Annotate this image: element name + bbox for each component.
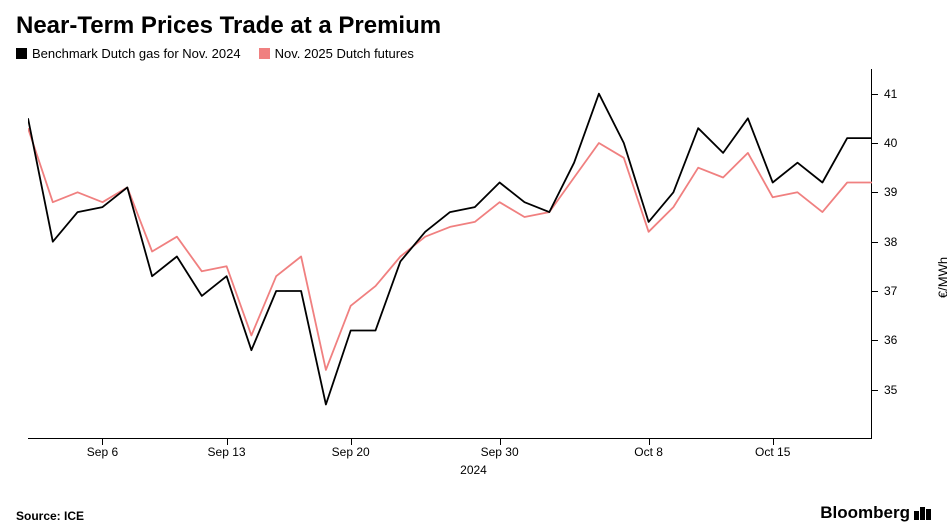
y-axis-title: €/MWh	[936, 257, 947, 298]
y-tick-mark	[872, 242, 878, 243]
legend-item-2: Nov. 2025 Dutch futures	[259, 46, 414, 61]
legend: Benchmark Dutch gas for Nov. 2024 Nov. 2…	[16, 46, 931, 61]
x-tick-mark	[773, 439, 774, 445]
x-tick-mark	[227, 439, 228, 445]
series-line	[28, 128, 872, 370]
y-tick-mark	[872, 340, 878, 341]
x-tick-label: Sep 20	[332, 445, 370, 459]
legend-item-1: Benchmark Dutch gas for Nov. 2024	[16, 46, 241, 61]
y-tick-label: 39	[884, 185, 897, 199]
brand: Bloomberg	[820, 503, 931, 523]
x-tick-mark	[102, 439, 103, 445]
x-tick-label: Sep 13	[208, 445, 246, 459]
legend-label-1: Benchmark Dutch gas for Nov. 2024	[32, 46, 241, 61]
y-tick-mark	[872, 291, 878, 292]
source-text: Source: ICE	[16, 509, 84, 523]
chart-title: Near-Term Prices Trade at a Premium	[16, 12, 931, 40]
brand-text: Bloomberg	[820, 503, 910, 523]
x-tick-label: Oct 8	[634, 445, 663, 459]
plot-area	[28, 69, 872, 439]
y-tick-label: 38	[884, 235, 897, 249]
footer: Source: ICE Bloomberg	[16, 503, 931, 523]
legend-swatch-2	[259, 48, 270, 59]
y-tick-label: 41	[884, 87, 897, 101]
brand-icon	[914, 507, 931, 520]
y-tick-mark	[872, 192, 878, 193]
x-axis-year: 2024	[460, 463, 487, 477]
y-tick-label: 37	[884, 284, 897, 298]
y-tick-mark	[872, 94, 878, 95]
chart-svg	[28, 69, 872, 439]
y-tick-label: 35	[884, 383, 897, 397]
y-tick-mark	[872, 143, 878, 144]
y-tick-label: 40	[884, 136, 897, 150]
y-tick-mark	[872, 390, 878, 391]
chart-container: 35363738394041 €/MWh Sep 6Sep 13Sep 20Se…	[16, 65, 931, 475]
legend-swatch-1	[16, 48, 27, 59]
x-tick-label: Sep 30	[481, 445, 519, 459]
y-tick-label: 36	[884, 333, 897, 347]
x-tick-mark	[500, 439, 501, 445]
x-tick-mark	[351, 439, 352, 445]
x-tick-mark	[649, 439, 650, 445]
x-tick-label: Sep 6	[87, 445, 118, 459]
legend-label-2: Nov. 2025 Dutch futures	[275, 46, 414, 61]
x-tick-label: Oct 15	[755, 445, 790, 459]
